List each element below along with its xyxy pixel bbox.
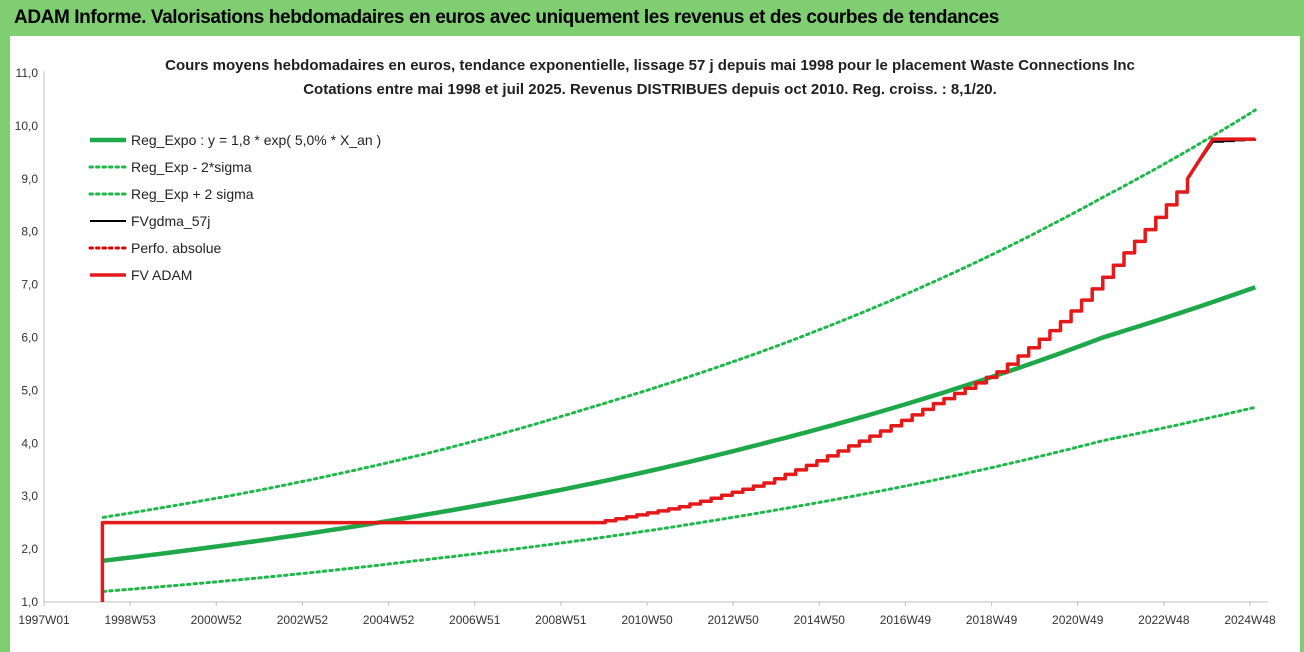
- x-tick-label: 2004W52: [363, 613, 415, 627]
- chart-title: Cours moyens hebdomadaires en euros, ten…: [165, 57, 1135, 74]
- x-tick-label: 2010W50: [621, 613, 673, 627]
- y-tick-label: 3,0: [21, 489, 38, 503]
- y-tick-label: 11,0: [16, 66, 39, 80]
- x-tick-label: 2016W49: [880, 613, 932, 627]
- x-tick-label: 2002W52: [277, 613, 329, 627]
- y-tick-label: 7,0: [21, 278, 38, 292]
- y-tick-label: 1,0: [21, 595, 38, 609]
- legend-label: FV ADAM: [131, 267, 192, 283]
- y-tick-label: 5,0: [21, 383, 38, 397]
- series-line-1: [101, 405, 1257, 593]
- y-tick-label: 8,0: [21, 225, 38, 239]
- series-line-2: [101, 108, 1257, 519]
- y-tick-label: 4,0: [21, 436, 38, 450]
- x-tick-label: 1998W53: [104, 613, 156, 627]
- x-tick-label: 2018W49: [966, 613, 1018, 627]
- y-tick-label: 10,0: [15, 119, 39, 133]
- legend-label: Perfo. absolue: [131, 240, 221, 256]
- header-title: ADAM Informe. Valorisations hebdomadaire…: [14, 7, 999, 28]
- x-tick-label: 2024W48: [1224, 613, 1276, 627]
- x-tick-label: 2006W51: [449, 613, 501, 627]
- x-tick-label: 2014W50: [794, 613, 846, 627]
- x-tick-label: 2020W49: [1052, 613, 1104, 627]
- y-tick-label: 9,0: [21, 172, 38, 186]
- header-bar: ADAM Informe. Valorisations hebdomadaire…: [0, 0, 1304, 36]
- chart-subtitle: Cotations entre mai 1998 et juil 2025. R…: [303, 81, 997, 98]
- legend-label: Reg_Exp - 2*sigma: [131, 159, 252, 175]
- legend-label: Reg_Expo : y = 1,8 * exp( 5,0% * X_an ): [131, 132, 381, 148]
- series-line-0: [103, 285, 1257, 563]
- legend-label: FVgdma_57j: [131, 213, 210, 229]
- x-tick-label: 2022W48: [1138, 613, 1190, 627]
- y-tick-label: 2,0: [21, 542, 38, 556]
- x-tick-label: 2012W50: [707, 613, 759, 627]
- series-line-5: [100, 137, 1256, 602]
- x-tick-label: 2000W52: [191, 613, 243, 627]
- legend-label: Reg_Exp + 2 sigma: [131, 186, 254, 202]
- x-tick-label: 1997W01: [18, 613, 70, 627]
- y-tick-label: 6,0: [21, 331, 38, 345]
- x-tick-label: 2008W51: [535, 613, 587, 627]
